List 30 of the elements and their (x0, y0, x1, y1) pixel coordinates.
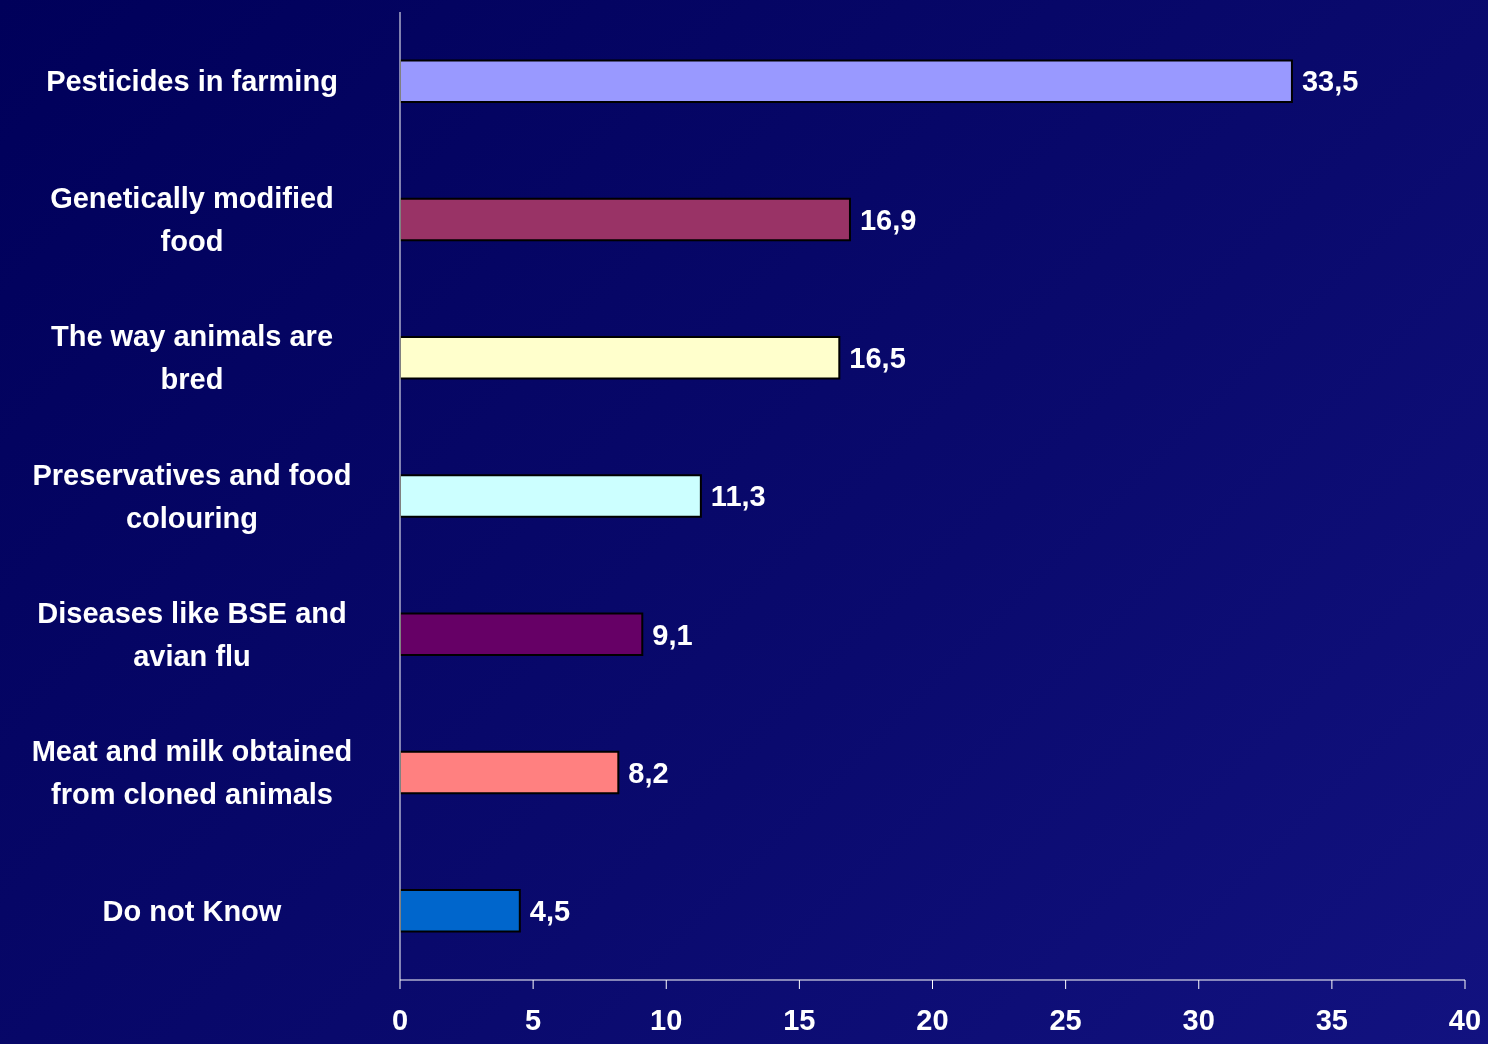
y-tick-label: Genetically modified food (50, 181, 334, 257)
x-tick-label: 15 (783, 1003, 816, 1036)
bar (400, 335, 841, 380)
bar (400, 59, 1293, 103)
data-label: 16,9 (859, 203, 917, 236)
bar (400, 197, 851, 242)
bar (400, 474, 702, 518)
x-tick-label: 20 (916, 1003, 949, 1036)
x-tick-label: 25 (1049, 1003, 1082, 1036)
y-tick-label: Preservatives and food colouring (32, 458, 352, 534)
data-label: 11,3 (710, 480, 766, 513)
x-tick-label: 35 (1315, 1003, 1349, 1036)
y-tick-label: Meat and milk obtained from cloned animals (31, 735, 353, 811)
bar (400, 889, 521, 933)
x-tick-label: 40 (1448, 1003, 1482, 1036)
data-label: 8,2 (628, 756, 669, 789)
data-label: 33,5 (1301, 65, 1359, 98)
y-tick-label: Do not Know (102, 894, 282, 927)
data-label: 4,5 (529, 895, 571, 928)
x-tick-label: 10 (650, 1003, 683, 1036)
data-label: 9,1 (652, 618, 693, 651)
bar (400, 612, 644, 657)
data-label: 16,5 (849, 342, 906, 375)
bar (400, 750, 620, 795)
y-tick-label: Pesticides in farming (46, 65, 338, 98)
x-tick-label: 30 (1182, 1003, 1215, 1036)
y-tick-label: The way animals are bred (50, 320, 334, 396)
x-tick-label: 0 (391, 1003, 409, 1036)
x-tick-label: 5 (525, 1003, 542, 1036)
y-tick-label: Diseases like BSE and avian flu (37, 596, 347, 672)
